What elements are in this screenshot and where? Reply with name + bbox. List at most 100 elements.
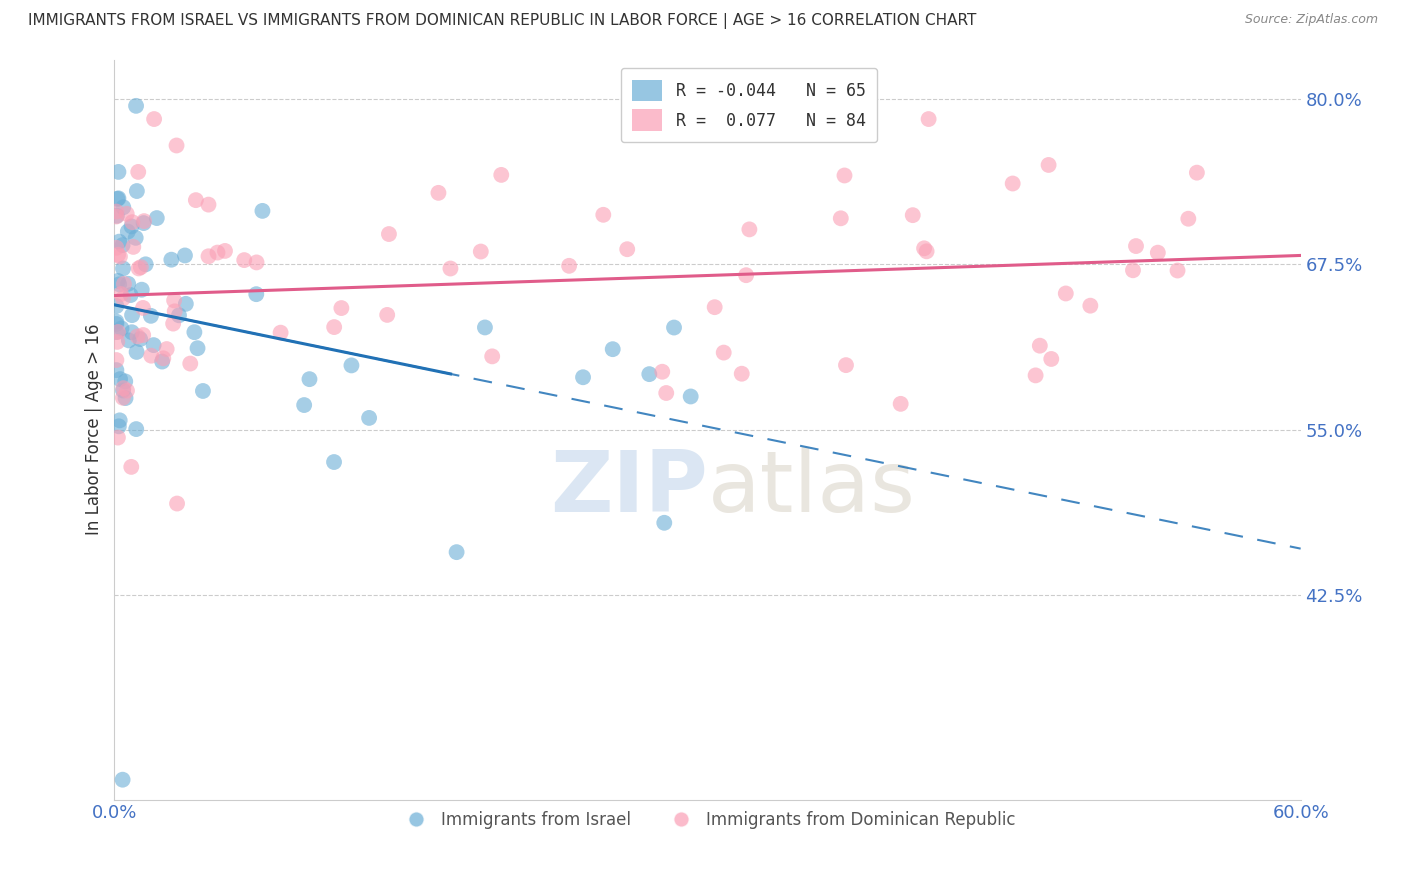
Point: [129, 260, 152, 274]
Point: [117, 277, 139, 291]
Point: [122, 240, 145, 254]
Text: ZIP: ZIP: [550, 447, 707, 530]
Point: [481, 350, 503, 364]
Point: [111, 384, 134, 398]
Point: [105, 363, 128, 377]
Y-axis label: In Labor Force | Age > 16: In Labor Force | Age > 16: [86, 324, 103, 535]
Point: [330, 301, 353, 315]
Point: [125, 99, 148, 113]
Point: [160, 252, 183, 267]
Point: [1001, 177, 1024, 191]
Point: [135, 257, 157, 271]
Point: [121, 215, 143, 229]
Point: [125, 184, 148, 198]
Point: [166, 138, 188, 153]
Legend: Immigrants from Israel, Immigrants from Dominican Republic: Immigrants from Israel, Immigrants from …: [392, 805, 1022, 836]
Point: [162, 317, 184, 331]
Point: [105, 317, 128, 331]
Point: [107, 192, 129, 206]
Point: [112, 261, 135, 276]
Point: [111, 238, 134, 252]
Point: [108, 413, 131, 427]
Point: [131, 283, 153, 297]
Point: [112, 381, 135, 395]
Point: [111, 772, 134, 787]
Point: [359, 411, 381, 425]
Point: [105, 209, 128, 223]
Point: [834, 169, 856, 183]
Point: [174, 248, 197, 262]
Point: [1167, 263, 1189, 277]
Point: [474, 320, 496, 334]
Point: [118, 334, 141, 348]
Point: [375, 308, 398, 322]
Point: [111, 391, 134, 405]
Point: [125, 231, 148, 245]
Point: [163, 304, 186, 318]
Point: [114, 391, 136, 405]
Point: [117, 225, 139, 239]
Point: [378, 227, 401, 241]
Point: [105, 299, 128, 313]
Point: [152, 351, 174, 366]
Point: [446, 545, 468, 559]
Point: [1025, 368, 1047, 383]
Point: [125, 345, 148, 359]
Point: [141, 349, 163, 363]
Point: [651, 365, 673, 379]
Point: [108, 277, 131, 292]
Point: [197, 249, 219, 263]
Point: [491, 168, 513, 182]
Point: [142, 338, 165, 352]
Point: [121, 219, 143, 234]
Point: [912, 241, 935, 255]
Point: [652, 516, 675, 530]
Point: [105, 210, 128, 224]
Point: [179, 357, 201, 371]
Point: [731, 367, 754, 381]
Point: [245, 255, 267, 269]
Point: [108, 235, 131, 249]
Point: [830, 211, 852, 226]
Point: [132, 216, 155, 230]
Point: [128, 261, 150, 276]
Point: [1177, 211, 1199, 226]
Point: [233, 253, 256, 268]
Point: [184, 193, 207, 207]
Point: [655, 386, 678, 401]
Point: [112, 200, 135, 214]
Point: [703, 300, 725, 314]
Point: [1125, 239, 1147, 253]
Point: [167, 308, 190, 322]
Point: [108, 250, 131, 264]
Point: [915, 244, 938, 259]
Point: [323, 320, 346, 334]
Point: [107, 325, 129, 339]
Point: [121, 325, 143, 339]
Point: [735, 268, 758, 283]
Point: [616, 242, 638, 256]
Point: [1185, 166, 1208, 180]
Point: [245, 287, 267, 301]
Point: [638, 367, 661, 381]
Point: [110, 287, 132, 301]
Point: [105, 241, 128, 255]
Text: atlas: atlas: [707, 447, 915, 530]
Text: IMMIGRANTS FROM ISRAEL VS IMMIGRANTS FROM DOMINICAN REPUBLIC IN LABOR FORCE | AG: IMMIGRANTS FROM ISRAEL VS IMMIGRANTS FRO…: [28, 13, 977, 29]
Point: [901, 208, 924, 222]
Point: [110, 321, 132, 335]
Point: [340, 359, 363, 373]
Point: [323, 455, 346, 469]
Point: [105, 204, 128, 219]
Point: [1040, 351, 1063, 366]
Point: [108, 419, 131, 434]
Point: [107, 165, 129, 179]
Point: [105, 353, 128, 368]
Point: [150, 354, 173, 368]
Point: [214, 244, 236, 258]
Point: [1078, 299, 1101, 313]
Point: [439, 261, 461, 276]
Point: [107, 248, 129, 262]
Point: [197, 197, 219, 211]
Point: [105, 325, 128, 339]
